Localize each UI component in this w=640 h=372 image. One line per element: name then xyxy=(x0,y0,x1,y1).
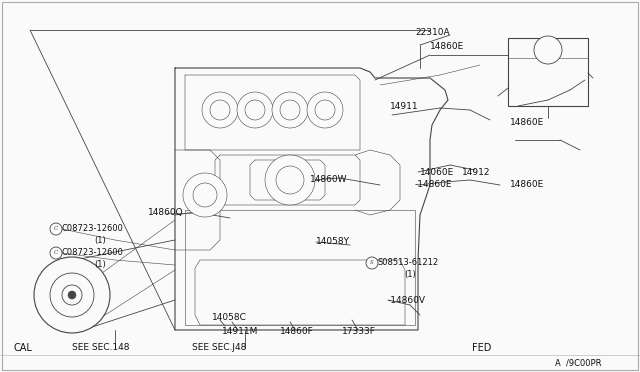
Circle shape xyxy=(366,257,378,269)
Text: 14911: 14911 xyxy=(390,102,419,111)
Circle shape xyxy=(183,173,227,217)
Text: C08723-12600: C08723-12600 xyxy=(62,248,124,257)
Text: (1): (1) xyxy=(94,260,106,269)
Circle shape xyxy=(68,291,76,299)
Text: 14060E: 14060E xyxy=(420,168,454,177)
Circle shape xyxy=(280,100,300,120)
Text: C: C xyxy=(54,250,58,256)
Text: SEE SEC.J48: SEE SEC.J48 xyxy=(192,343,246,352)
Text: C: C xyxy=(54,227,58,231)
Text: 14911M: 14911M xyxy=(222,327,259,336)
Circle shape xyxy=(245,100,265,120)
Text: 14058C: 14058C xyxy=(212,313,247,322)
Text: 17333F: 17333F xyxy=(342,327,376,336)
Text: S08513-61212: S08513-61212 xyxy=(378,258,439,267)
Circle shape xyxy=(307,92,343,128)
Text: 14860F: 14860F xyxy=(280,327,314,336)
Circle shape xyxy=(276,166,304,194)
Text: -14860V: -14860V xyxy=(388,296,426,305)
Circle shape xyxy=(50,247,62,259)
Circle shape xyxy=(50,223,62,235)
Bar xyxy=(508,38,588,106)
Circle shape xyxy=(237,92,273,128)
Text: -14860E: -14860E xyxy=(415,180,452,189)
Text: C08723-12600: C08723-12600 xyxy=(62,224,124,233)
Circle shape xyxy=(265,155,315,205)
Text: 22310A: 22310A xyxy=(415,28,450,37)
Text: 14860E: 14860E xyxy=(510,118,544,127)
Text: CAL: CAL xyxy=(14,343,33,353)
Text: S: S xyxy=(370,260,374,266)
Text: 14860E: 14860E xyxy=(430,42,464,51)
Text: (1): (1) xyxy=(94,236,106,245)
Text: 14860Q: 14860Q xyxy=(148,208,184,217)
Circle shape xyxy=(34,257,110,333)
Circle shape xyxy=(202,92,238,128)
Text: 14912: 14912 xyxy=(462,168,490,177)
Circle shape xyxy=(272,92,308,128)
Text: FED: FED xyxy=(472,343,492,353)
Text: 14860E: 14860E xyxy=(510,180,544,189)
Text: A  /9C00PR: A /9C00PR xyxy=(555,358,602,367)
Circle shape xyxy=(62,285,82,305)
Text: 14058Y: 14058Y xyxy=(316,237,350,246)
Text: SEE SEC.148: SEE SEC.148 xyxy=(72,343,129,352)
Circle shape xyxy=(534,36,562,64)
Circle shape xyxy=(315,100,335,120)
Text: 14860W: 14860W xyxy=(310,175,348,184)
Circle shape xyxy=(193,183,217,207)
Circle shape xyxy=(210,100,230,120)
Circle shape xyxy=(50,273,94,317)
Text: (1): (1) xyxy=(404,270,416,279)
